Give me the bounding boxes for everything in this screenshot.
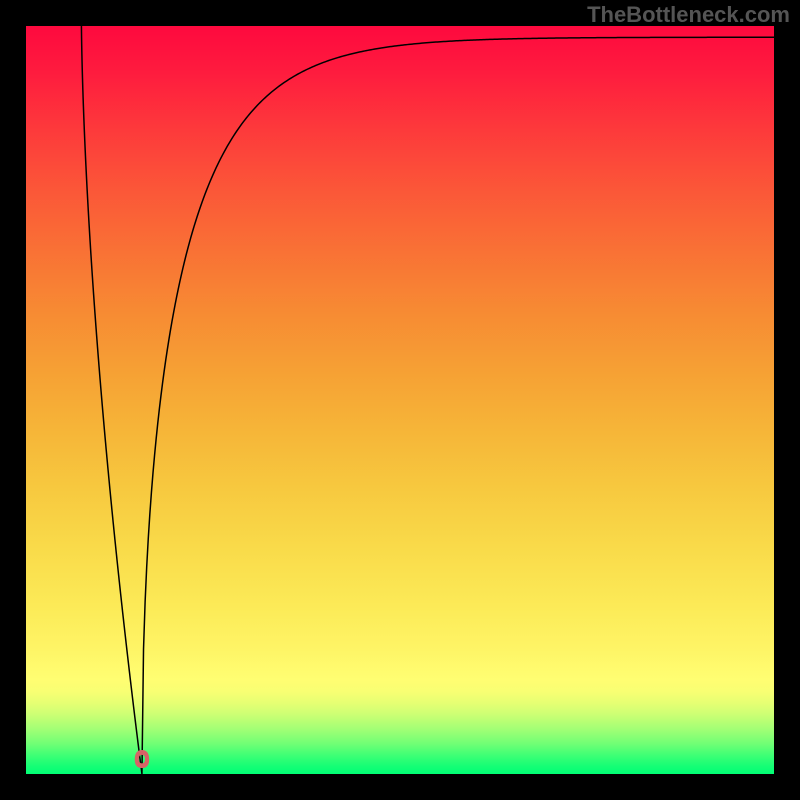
gradient-background xyxy=(26,26,774,774)
chart-frame: TheBottleneck.com xyxy=(0,0,800,800)
watermark-text: TheBottleneck.com xyxy=(587,2,790,28)
plot-area xyxy=(26,26,774,774)
chart-svg xyxy=(26,26,774,774)
